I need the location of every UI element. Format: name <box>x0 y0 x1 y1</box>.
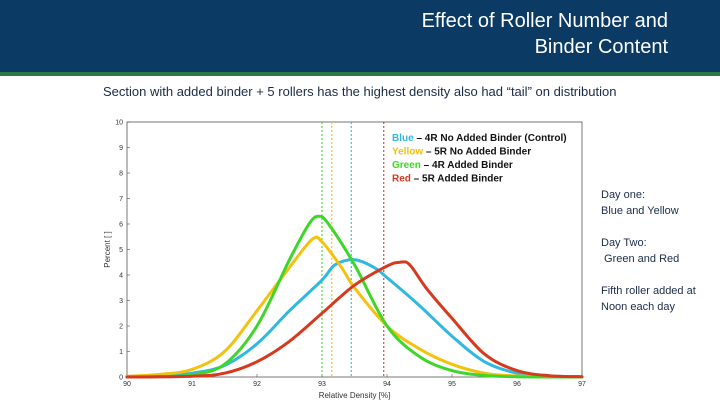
intro-text: Section with added binder + 5 rollers ha… <box>103 84 617 99</box>
legend-text: 5R No Added Binder <box>434 147 531 158</box>
legend-dash: – <box>414 133 425 144</box>
y-tick-label: 5 <box>119 247 123 254</box>
x-tick-label: 95 <box>448 381 456 388</box>
legend-item-0: Blue – 4R No Added Binder (Control) <box>392 133 567 144</box>
legend-item-2: Green – 4R Added Binder <box>392 160 513 171</box>
x-axis-label: Relative Density [%] <box>319 391 391 400</box>
x-tick-label: 91 <box>188 381 196 388</box>
x-tick-label: 97 <box>578 381 586 388</box>
notes-spacer <box>601 219 716 235</box>
legend-key: Yellow <box>392 147 423 158</box>
fifth-roller-note: Fifth roller added at Noon each day <box>601 285 696 313</box>
legend-dash: – <box>411 174 422 185</box>
density-chart-svg: 90 91 92 93 94 95 96 97 0 1 2 3 4 5 6 7 8 9 10 Relative Den… <box>103 120 586 401</box>
legend-key: Red <box>392 174 411 185</box>
y-tick-label: 6 <box>119 222 123 229</box>
legend-key: Blue <box>392 133 414 144</box>
y-tick-label: 4 <box>119 273 123 280</box>
legend-text: 5R Added Binder <box>422 174 503 185</box>
legend-item-1: Yellow – 5R No Added Binder <box>392 147 531 158</box>
day-two-value: Green and Red <box>601 253 680 265</box>
legend-text: 4R Added Binder <box>432 160 513 171</box>
density-chart: 90 91 92 93 94 95 96 97 0 1 2 3 4 5 6 7 8 9 10 Relative Den… <box>96 112 596 405</box>
x-tick-label: 93 <box>318 381 326 388</box>
plot-area <box>126 121 583 378</box>
legend-dash: – <box>423 147 434 158</box>
series-1-line <box>125 235 584 379</box>
slide-title-line-1: Effect of Roller Number and <box>421 10 668 32</box>
series-3-line <box>125 260 584 379</box>
legend-key: Green <box>392 160 421 171</box>
day-two-label: Day Two: <box>601 237 647 249</box>
y-tick-label: 10 <box>115 120 123 127</box>
y-axis-label: Percent [ ] <box>103 231 112 267</box>
legend-item-3: Red – 5R Added Binder <box>392 174 503 185</box>
legend-dash: – <box>421 160 432 171</box>
title-divider <box>0 72 720 76</box>
slide-title: Effect of Roller Number and Binder Conte… <box>248 8 668 60</box>
title-bar <box>0 0 720 72</box>
y-tick-label: 9 <box>119 145 123 152</box>
notes-spacer <box>601 267 716 283</box>
y-tick-label: 1 <box>119 349 123 356</box>
notes-panel: Day one: Blue and Yellow Day Two: Green … <box>601 187 716 315</box>
day-one-value: Blue and Yellow <box>601 205 679 217</box>
y-tick-label: 0 <box>119 375 123 382</box>
x-tick-label: 92 <box>253 381 261 388</box>
y-tick-label: 7 <box>119 196 123 203</box>
x-tick-label: 94 <box>383 381 391 388</box>
x-tick-label: 96 <box>513 381 521 388</box>
y-tick-label: 8 <box>119 171 123 178</box>
day-one-label: Day one: <box>601 189 646 201</box>
slide-title-line-2: Binder Content <box>534 36 668 58</box>
legend-text: 4R No Added Binder (Control) <box>425 133 567 144</box>
y-tick-label: 2 <box>119 324 123 331</box>
x-tick-label: 90 <box>123 381 131 388</box>
y-tick-label: 3 <box>119 298 123 305</box>
series-2-line <box>125 214 584 379</box>
